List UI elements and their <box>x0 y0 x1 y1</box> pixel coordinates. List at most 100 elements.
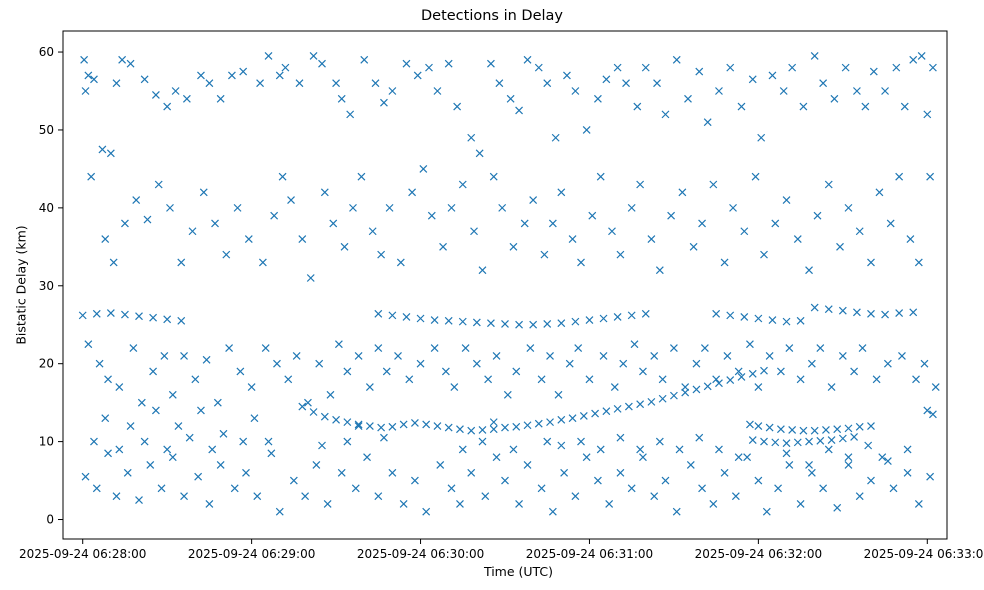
data-point-9 <box>140 75 149 84</box>
data-point-333 <box>208 445 217 454</box>
data-point-129 <box>529 196 538 204</box>
data-point-36 <box>433 87 442 95</box>
data-point-93 <box>154 180 163 189</box>
data-point-91 <box>132 196 141 204</box>
data-point-469 <box>816 436 825 445</box>
data-point-8 <box>126 59 135 68</box>
data-point-458 <box>822 425 830 434</box>
data-point-388 <box>571 317 580 326</box>
data-point-26 <box>332 79 341 88</box>
data-point-434 <box>579 411 588 420</box>
data-point-224 <box>669 344 678 353</box>
data-point-179 <box>191 375 200 384</box>
data-point-109 <box>329 219 338 228</box>
data-point-118 <box>419 164 428 173</box>
data-point-382 <box>486 319 495 328</box>
data-point-63 <box>703 118 712 127</box>
data-point-158 <box>824 180 833 189</box>
data-point-444 <box>692 385 701 394</box>
data-point-74 <box>819 79 828 88</box>
data-point-370 <box>135 312 143 321</box>
data-point-409 <box>298 402 307 411</box>
data-point-352 <box>655 437 664 446</box>
data-point-321 <box>914 500 923 508</box>
data-point-405 <box>867 309 875 318</box>
data-point-117 <box>408 188 417 197</box>
data-point-155 <box>793 235 802 243</box>
data-point-295 <box>616 468 625 477</box>
data-point-314 <box>833 503 842 512</box>
data-point-283 <box>481 492 490 501</box>
data-point-470 <box>827 436 836 444</box>
data-point-371 <box>149 313 158 322</box>
data-point-257 <box>168 453 177 462</box>
data-point-128 <box>520 219 529 228</box>
data-point-165 <box>895 172 904 181</box>
data-point-88 <box>101 235 110 243</box>
data-point-252 <box>112 492 121 501</box>
data-point-192 <box>334 340 343 349</box>
data-point-68 <box>757 133 766 142</box>
data-point-173 <box>129 344 138 353</box>
data-point-132 <box>557 188 566 197</box>
data-point-279 <box>436 461 445 469</box>
data-point-141 <box>647 235 656 243</box>
data-point-98 <box>211 219 219 228</box>
data-point-17 <box>227 71 236 80</box>
data-point-312 <box>807 468 816 477</box>
data-point-391 <box>613 313 622 321</box>
data-point-400 <box>796 316 805 325</box>
data-point-144 <box>678 188 687 197</box>
data-point-189 <box>304 398 312 407</box>
data-point-450 <box>760 366 768 375</box>
data-point-183 <box>236 367 245 376</box>
data-point-423 <box>456 425 464 434</box>
data-point-339 <box>343 437 352 446</box>
data-point-171 <box>104 375 112 384</box>
data-point-159 <box>836 242 844 251</box>
data-point-218 <box>610 383 619 391</box>
data-point-148 <box>720 258 729 267</box>
data-point-184 <box>247 383 256 391</box>
data-point-215 <box>574 344 583 353</box>
y-tick-label-5: 50 <box>39 123 54 137</box>
data-point-284 <box>492 453 501 462</box>
data-point-209 <box>512 367 521 376</box>
data-point-335 <box>239 437 248 446</box>
data-point-211 <box>537 375 546 384</box>
data-point-231 <box>746 340 754 349</box>
y-tick-label-3: 30 <box>39 279 54 293</box>
data-point-285 <box>501 476 509 485</box>
data-point-261 <box>216 461 225 469</box>
data-point-3 <box>90 75 98 84</box>
data-point-0 <box>80 55 89 64</box>
data-point-147 <box>709 180 718 189</box>
data-point-451 <box>746 420 754 429</box>
data-point-294 <box>605 500 614 508</box>
data-point-447 <box>726 376 735 384</box>
data-point-19 <box>256 79 264 88</box>
data-point-69 <box>768 71 777 80</box>
data-point-230 <box>734 367 743 376</box>
data-point-101 <box>244 235 253 243</box>
data-point-424 <box>467 426 476 435</box>
data-point-345 <box>509 445 518 454</box>
data-point-366 <box>78 311 87 320</box>
points-layer <box>78 52 940 516</box>
data-point-84 <box>917 52 926 60</box>
data-point-83 <box>909 55 918 64</box>
data-point-170 <box>95 359 104 368</box>
data-point-332 <box>197 406 205 415</box>
data-point-27 <box>337 94 346 103</box>
data-point-146 <box>698 219 706 228</box>
data-point-453 <box>765 423 774 432</box>
data-point-181 <box>213 398 222 407</box>
data-point-363 <box>903 445 912 454</box>
data-point-348 <box>577 437 585 446</box>
data-point-329 <box>163 445 172 454</box>
data-point-274 <box>374 492 383 501</box>
data-point-251 <box>104 449 112 458</box>
data-point-41 <box>486 59 495 68</box>
data-point-358 <box>805 461 813 469</box>
data-point-461 <box>855 422 864 431</box>
